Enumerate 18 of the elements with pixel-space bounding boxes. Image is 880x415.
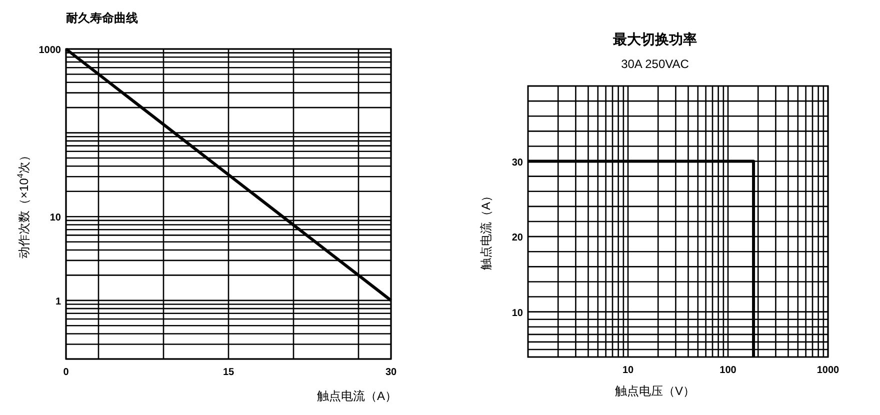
y-tick-label: 30 — [512, 157, 524, 168]
x-tick-label: 0 — [63, 367, 70, 378]
y-tick-label: 1000 — [38, 45, 62, 56]
y-tick-label: 20 — [512, 232, 524, 244]
x-axis-title: 触点电流（A） — [316, 389, 397, 403]
y-tick-label: 1 — [55, 296, 62, 308]
y-axis-title: 触点电流（A） — [479, 190, 493, 270]
x-tick-label: 10 — [622, 365, 634, 376]
chart-title: 耐久寿命曲线 — [66, 11, 138, 25]
chart-subtitle: 30A 250VAC — [621, 57, 690, 71]
x-tick-label: 30 — [385, 367, 397, 378]
x-tick-label: 1000 — [816, 365, 840, 376]
x-axis-title: 触点电压（V） — [614, 384, 696, 398]
y-tick-label: 10 — [50, 212, 62, 224]
y-tick-label: 10 — [512, 308, 524, 319]
chart-title: 最大切换功率 — [612, 31, 697, 47]
x-tick-label: 100 — [720, 365, 737, 376]
x-tick-label: 15 — [222, 367, 234, 378]
